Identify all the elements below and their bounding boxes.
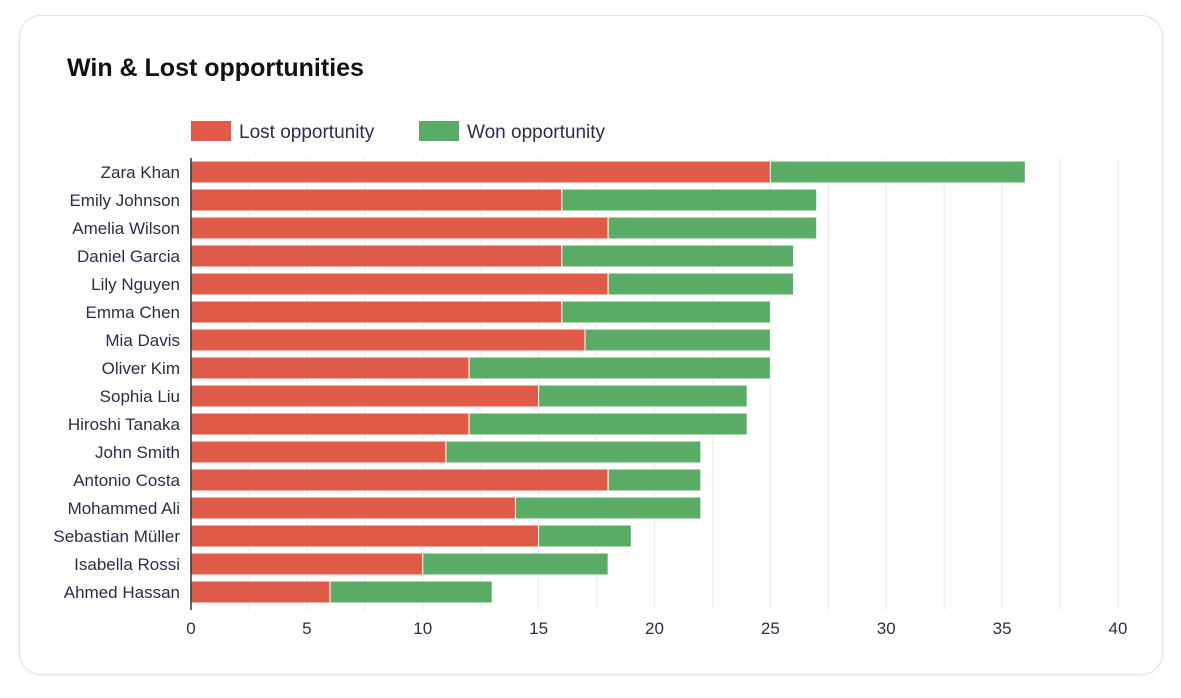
legend-label: Won opportunity [467, 122, 606, 143]
won-bar [445, 440, 702, 464]
won-bar [538, 524, 632, 548]
category-label: Sebastian Müller [53, 527, 180, 546]
x-tick-label: 40 [1109, 619, 1128, 638]
lost-bar [190, 524, 540, 548]
lost-bar [190, 468, 609, 492]
lost-bar [190, 580, 331, 604]
x-tick-label: 0 [186, 619, 195, 638]
won-bar [584, 328, 771, 352]
category-label: Isabella Rossi [74, 555, 180, 574]
lost-bar [190, 440, 447, 464]
category-label: Sophia Liu [100, 387, 180, 406]
lost-bar [190, 496, 516, 520]
category-label: Hiroshi Tanaka [68, 415, 181, 434]
lost-bar [190, 188, 563, 212]
lost-bar [190, 412, 470, 436]
category-label: Oliver Kim [102, 359, 180, 378]
won-bar [468, 412, 748, 436]
won-bar [468, 356, 771, 380]
won-bar [607, 216, 818, 240]
legend-swatch [419, 121, 459, 141]
won-bar [561, 188, 818, 212]
x-tick-label: 25 [761, 619, 780, 638]
category-label: Amelia Wilson [72, 219, 180, 238]
category-label: Zara Khan [101, 163, 180, 182]
lost-bar [190, 328, 586, 352]
lost-bar [190, 356, 470, 380]
won-bar [422, 552, 609, 576]
x-tick-label: 35 [993, 619, 1012, 638]
x-tick-label: 15 [529, 619, 548, 638]
category-label: Emma Chen [86, 303, 180, 322]
won-bar [561, 244, 795, 268]
lost-bar [190, 384, 540, 408]
category-label: Daniel Garcia [77, 247, 181, 266]
x-tick-label: 30 [877, 619, 896, 638]
category-label: Mohammed Ali [68, 499, 180, 518]
legend-label: Lost opportunity [239, 122, 375, 143]
won-bar [514, 496, 702, 520]
category-label: Mia Davis [105, 331, 180, 350]
lost-bar [190, 552, 424, 576]
won-bar [769, 160, 1026, 184]
won-bar [561, 300, 771, 324]
chart-title: Win & Lost opportunities [67, 54, 364, 82]
category-label: John Smith [95, 443, 180, 462]
category-label: Lily Nguyen [91, 275, 180, 294]
won-bar [607, 468, 702, 492]
lost-bar [190, 216, 609, 240]
won-bar [329, 580, 493, 604]
won-bar [538, 384, 748, 408]
lost-bar [190, 160, 771, 184]
x-tick-label: 5 [302, 619, 311, 638]
x-tick-label: 20 [645, 619, 664, 638]
x-tick-label: 10 [413, 619, 432, 638]
lost-bar [190, 300, 563, 324]
category-label: Ahmed Hassan [64, 583, 180, 602]
category-label: Emily Johnson [69, 191, 180, 210]
category-label: Antonio Costa [73, 471, 180, 490]
lost-bar [190, 272, 609, 296]
lost-bar [190, 244, 563, 268]
won-bar [607, 272, 795, 296]
legend-swatch [191, 121, 231, 141]
